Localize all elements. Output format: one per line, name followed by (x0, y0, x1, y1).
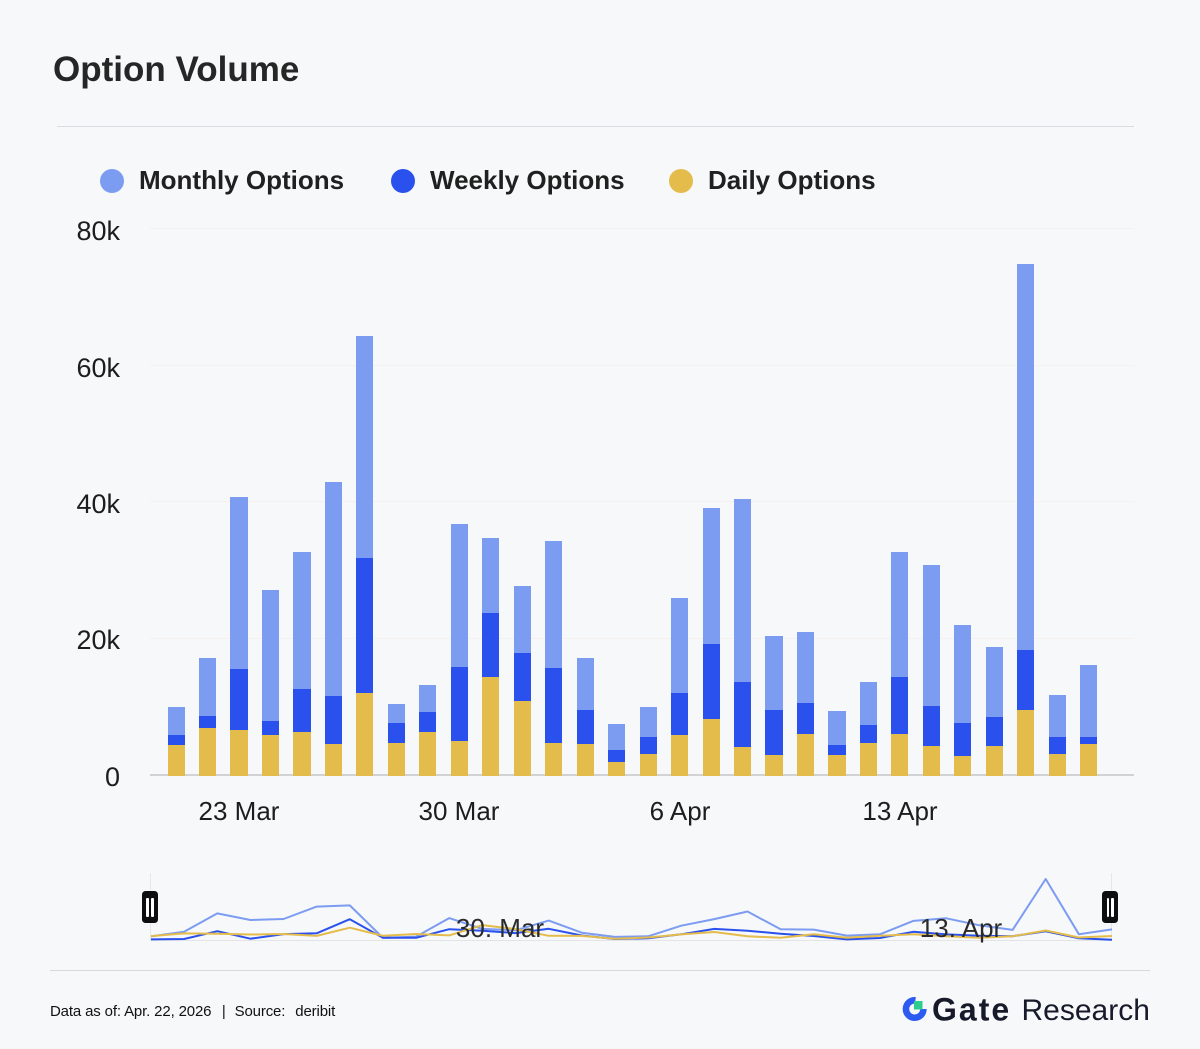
svg-text:Gate: Gate (932, 995, 1011, 1027)
svg-text:Research: Research (1022, 995, 1150, 1027)
